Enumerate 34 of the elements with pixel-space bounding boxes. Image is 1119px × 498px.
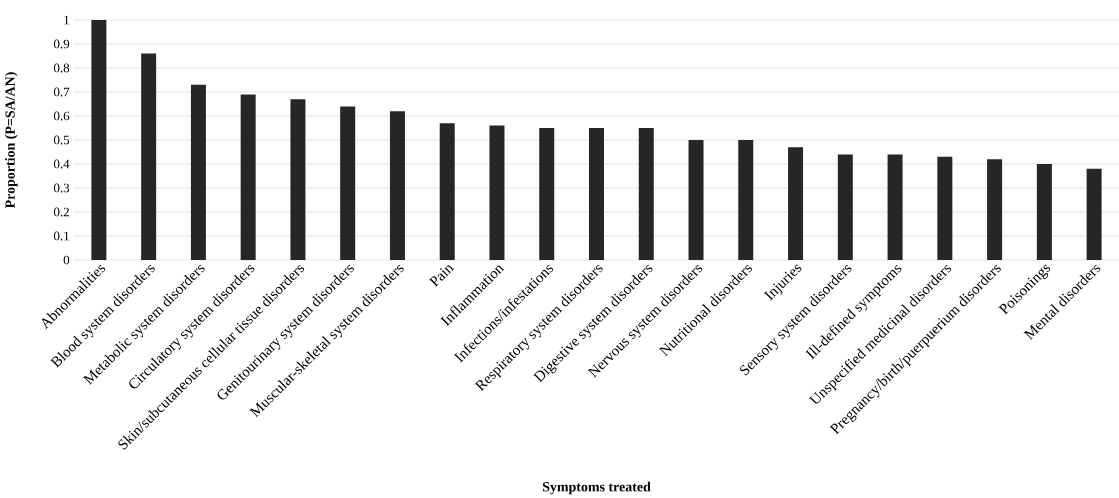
y-tick-label: 0.8 <box>53 63 70 73</box>
bar <box>837 154 853 260</box>
bar <box>190 84 206 260</box>
bar <box>489 125 505 260</box>
bar <box>589 128 604 260</box>
bar <box>91 20 107 260</box>
bar <box>688 140 704 260</box>
y-tick-label: 0 <box>63 255 70 265</box>
y-tick-label: 0.7 <box>53 87 70 97</box>
bar <box>539 128 555 260</box>
bar <box>887 154 903 260</box>
bar <box>987 159 1003 260</box>
y-tick-label: 0.1 <box>53 231 69 241</box>
y-axis-title: Proportion (P=SA/AN) <box>4 72 18 209</box>
x-axis-title: Symptoms treated <box>542 481 651 495</box>
bar <box>788 147 804 260</box>
y-tick-label: 0.5 <box>53 135 70 145</box>
bar <box>389 111 405 260</box>
bar <box>1036 164 1052 260</box>
bar <box>738 140 754 260</box>
bar <box>141 53 157 260</box>
bar <box>638 128 654 260</box>
bar <box>240 94 256 260</box>
bar <box>937 156 953 260</box>
y-tick-label: 0.9 <box>53 39 70 49</box>
bar <box>340 106 356 260</box>
y-tick-label: 0.6 <box>53 111 70 121</box>
y-tick-label: 0.3 <box>53 183 70 193</box>
bar <box>439 123 455 260</box>
y-tick-label: 0.4 <box>53 159 70 169</box>
bar <box>1086 168 1102 260</box>
y-tick-label: 1 <box>64 15 69 25</box>
bar <box>290 99 306 260</box>
y-tick-label: 0.2 <box>53 207 69 217</box>
